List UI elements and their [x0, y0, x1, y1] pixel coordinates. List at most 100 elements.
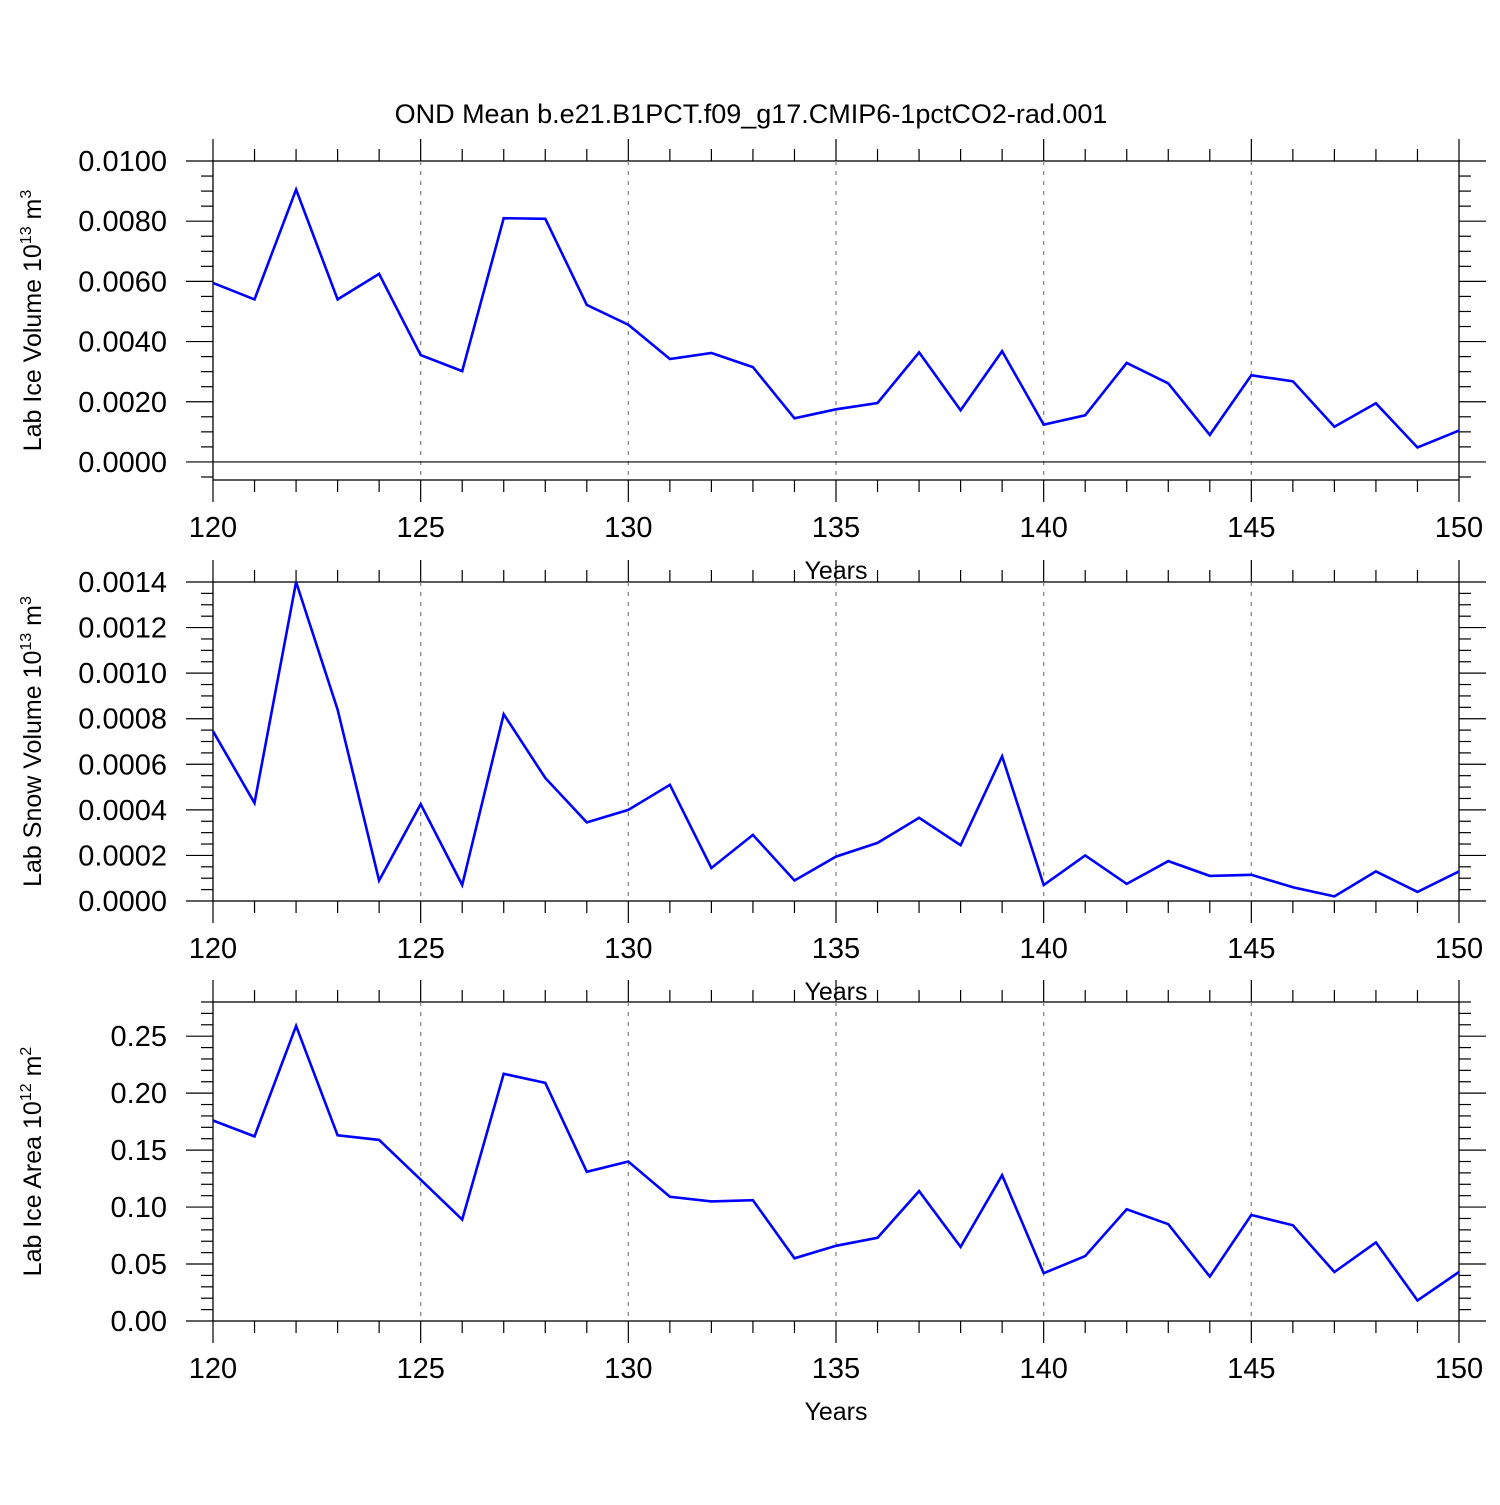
data-point	[835, 855, 837, 857]
data-point	[503, 713, 505, 715]
y-tick-label: 0.00	[111, 1306, 167, 1338]
data-point	[378, 1139, 380, 1141]
data-point	[710, 1200, 712, 1202]
data-point	[752, 366, 754, 368]
data-point	[1333, 426, 1335, 428]
data-point	[627, 1160, 629, 1162]
x-tick-label: 125	[396, 1353, 444, 1385]
data-point	[793, 1257, 795, 1259]
y-tick-label: 0.0006	[78, 749, 167, 781]
data-point	[253, 802, 255, 804]
data-point	[1375, 1241, 1377, 1243]
data-point	[586, 821, 588, 823]
data-point	[835, 408, 837, 410]
y-tick-label: 0.10	[111, 1192, 167, 1224]
x-tick-label: 140	[1019, 1353, 1067, 1385]
y-axis-label: Lab Snow Volume 1013 m3	[18, 596, 47, 887]
x-axis-label: Years	[804, 1398, 867, 1426]
data-point	[959, 1246, 961, 1248]
data-point	[1375, 870, 1377, 872]
data-point	[627, 324, 629, 326]
data-point	[1333, 1271, 1335, 1273]
y-axis-label-exponent: 13	[18, 226, 35, 244]
data-point	[918, 1190, 920, 1192]
data-point	[544, 777, 546, 779]
data-point	[1250, 1214, 1252, 1216]
chart-panel-1: 120 125 130 135 140 145 150Years0.00000.00200.…	[18, 139, 1486, 585]
data-point	[752, 1199, 754, 1201]
data-point	[752, 834, 754, 836]
data-point	[1084, 1255, 1086, 1257]
data-point	[503, 217, 505, 219]
data-point	[461, 884, 463, 886]
x-tick-label: 140	[1019, 933, 1067, 965]
data-point	[669, 784, 671, 786]
data-point	[1001, 350, 1003, 352]
data-point	[1001, 755, 1003, 757]
data-point	[1126, 362, 1128, 364]
x-tick-label: 120	[189, 933, 237, 965]
data-point	[295, 188, 297, 190]
y-axis-label: Lab Ice Area 1012 m2	[18, 1047, 47, 1277]
data-point	[1292, 1224, 1294, 1226]
y-tick-label: 0.0010	[78, 658, 167, 690]
x-tick-label: 140	[1019, 512, 1067, 544]
data-point	[253, 298, 255, 300]
y-tick-label: 0.25	[111, 1021, 167, 1053]
y-tick-label: 0.0100	[78, 146, 167, 178]
x-tick-label: 150	[1435, 512, 1483, 544]
data-point	[1333, 895, 1335, 897]
data-point	[959, 409, 961, 411]
data-point	[1001, 1174, 1003, 1176]
data-point	[669, 1196, 671, 1198]
data-point	[627, 809, 629, 811]
data-point	[669, 358, 671, 360]
y-tick-label: 0.0000	[78, 886, 167, 918]
data-point	[1126, 1208, 1128, 1210]
data-point	[876, 1237, 878, 1239]
y-tick-label: 0.05	[111, 1249, 167, 1281]
data-point	[1167, 1223, 1169, 1225]
y-axis-label-unit: m	[19, 1056, 47, 1084]
x-tick-label: 150	[1435, 1353, 1483, 1385]
data-point	[1250, 874, 1252, 876]
data-point	[1458, 870, 1460, 872]
data-point	[1375, 402, 1377, 404]
y-tick-label: 0.0020	[78, 387, 167, 419]
y-tick-label: 0.0008	[78, 704, 167, 736]
data-point	[212, 730, 214, 732]
data-point	[1209, 434, 1211, 436]
data-point	[295, 581, 297, 583]
data-point	[461, 370, 463, 372]
data-point	[1042, 1272, 1044, 1274]
data-point	[918, 817, 920, 819]
data-point	[253, 1135, 255, 1137]
data-point	[918, 351, 920, 353]
data-point	[544, 1082, 546, 1084]
data-point	[793, 417, 795, 419]
data-point	[586, 1171, 588, 1173]
data-point	[1292, 886, 1294, 888]
x-tick-label: 120	[189, 512, 237, 544]
data-point	[544, 218, 546, 220]
x-tick-label: 145	[1227, 933, 1275, 965]
y-tick-label: 0.0080	[78, 206, 167, 238]
data-point	[1416, 446, 1418, 448]
y-axis-label-exponent: 13	[18, 633, 35, 651]
y-tick-label: 0.20	[111, 1078, 167, 1110]
data-point	[212, 1119, 214, 1121]
data-point	[1250, 374, 1252, 376]
series-line	[211, 581, 1460, 898]
y-tick-label: 0.15	[111, 1135, 167, 1167]
data-point	[1084, 414, 1086, 416]
y-axis-label-text: Lab Ice Area 10	[19, 1101, 47, 1276]
x-tick-label: 130	[604, 1353, 652, 1385]
data-point	[1416, 1299, 1418, 1301]
data-point	[710, 867, 712, 869]
series-line	[212, 1022, 1460, 1303]
y-axis-label-unit-exponent: 2	[18, 1047, 35, 1056]
series-line	[212, 185, 1460, 450]
data-point	[835, 1245, 837, 1247]
data-point	[1167, 382, 1169, 384]
data-point	[503, 1073, 505, 1075]
